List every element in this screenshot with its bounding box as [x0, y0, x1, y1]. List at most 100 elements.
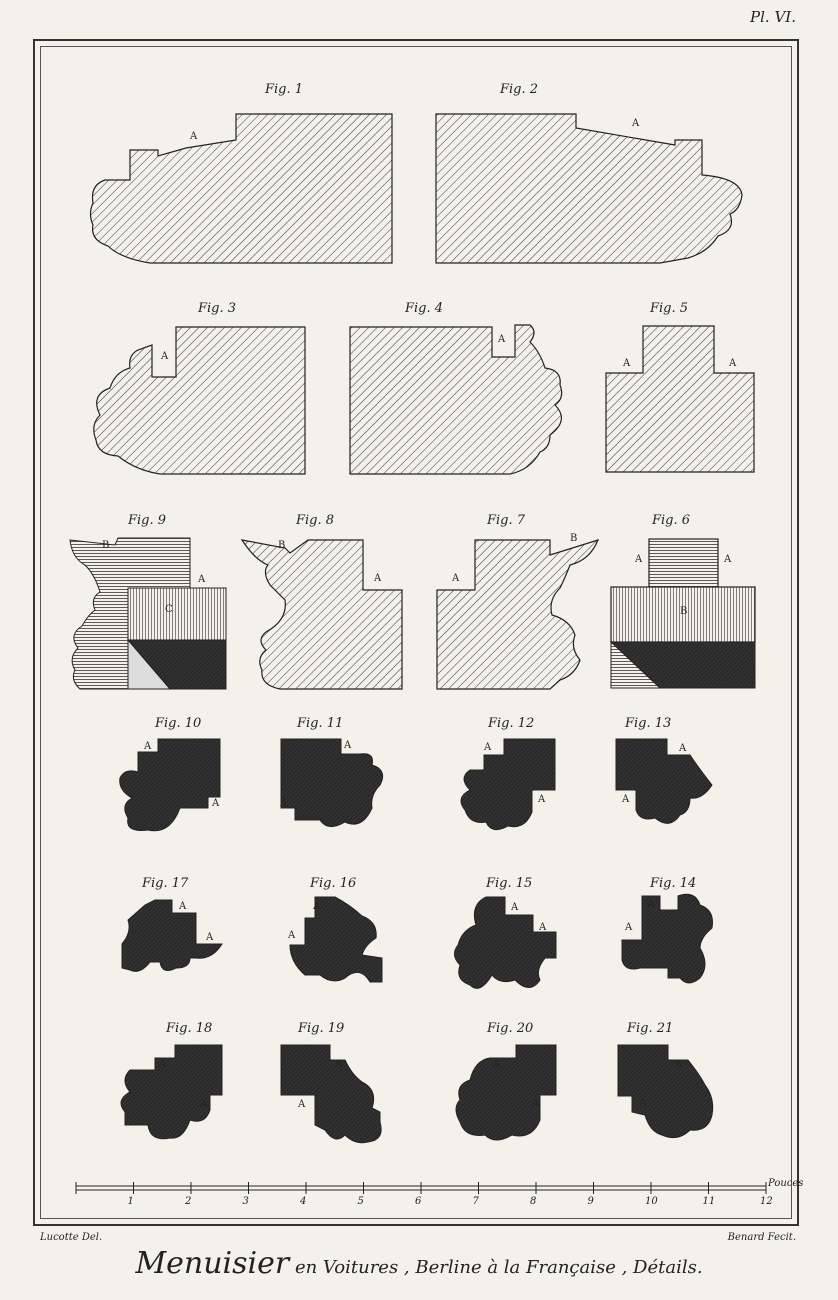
fig-10: Fig. 10 A A — [119, 716, 221, 832]
scale-bar: 1 2 3 4 5 6 7 8 9 10 11 12 Pouces — [75, 1178, 803, 1207]
fig-4: Fig. 4 A — [349, 301, 563, 475]
fig-17: Fig. 17 A A — [121, 876, 223, 972]
scale-tick-label: 12 — [760, 1196, 773, 1207]
fig-3-section — [93, 326, 306, 475]
fig-6-letter-a-left: A — [634, 554, 643, 565]
fig-16-label: Fig. 16 — [309, 876, 356, 891]
fig-9-panel-c — [127, 587, 227, 641]
plate-title-main: Menuisier — [135, 1246, 290, 1281]
fig-12-letter-a-bottom: A — [537, 794, 546, 805]
fig-19-letter-a-top: A — [334, 1059, 343, 1070]
scale-tick-label: 2 — [184, 1196, 191, 1207]
fig-7-section — [436, 539, 600, 690]
fig-7-label: Fig. 7 — [486, 513, 526, 528]
scale-tick-label: 10 — [645, 1196, 658, 1207]
plate-frame — [33, 39, 799, 1226]
scale-tick-label: 11 — [703, 1196, 716, 1207]
fig-1: Fig. 1 A — [89, 82, 393, 264]
fig-17-section — [121, 899, 223, 972]
fig-20-letter-a-top: A — [492, 1059, 501, 1070]
fig-15-letter-a-right: A — [538, 922, 547, 933]
scale-tick-label: 7 — [473, 1196, 480, 1207]
fig-15-section — [454, 896, 557, 989]
fig-15-letter-a-top: A — [510, 902, 519, 913]
fig-18-letter-a-top: A — [158, 1059, 167, 1070]
fig-3-letter-a: A — [160, 351, 169, 362]
fig-14-letter-a-top: A — [646, 899, 655, 910]
fig-11-section — [280, 738, 384, 827]
plate-title-rest: en Voitures , Berline à la Française , D… — [294, 1257, 703, 1278]
fig-3-label: Fig. 3 — [197, 301, 236, 316]
fig-10-letter-a-top: A — [143, 741, 152, 752]
fig-1-letter-a: A — [189, 131, 198, 142]
fig-8-letter-a: A — [373, 573, 382, 584]
fig-14-section — [621, 893, 713, 984]
fig-21-letter-a-bottom: A — [638, 1098, 647, 1109]
fig-3: Fig. 3 A — [93, 301, 306, 475]
fig-6-light-corner — [610, 640, 662, 689]
fig-9-letter-b: B — [102, 540, 109, 551]
fig-19-label: Fig. 19 — [297, 1021, 344, 1036]
fig-14-label: Fig. 14 — [649, 876, 696, 891]
fig-6-letter-b: B — [680, 606, 687, 617]
fig-8-letter-b: B — [278, 540, 285, 551]
scale-unit-label: Pouces — [767, 1178, 803, 1189]
plate-number: Pl. VI. — [750, 8, 796, 26]
fig-4-label: Fig. 4 — [404, 301, 443, 316]
fig-8: Fig. 8 B A — [240, 513, 403, 690]
fig-18-letter-a-bottom: A — [199, 1099, 208, 1110]
fig-17-letter-a-top: A — [178, 901, 187, 912]
fig-17-label: Fig. 17 — [141, 876, 189, 891]
fig-4-section — [349, 324, 563, 475]
credit-engraver: Benard Fecit. — [727, 1232, 796, 1243]
fig-9-letter-c: C — [165, 604, 173, 615]
fig-20-label: Fig. 20 — [486, 1021, 533, 1036]
fig-13-section — [615, 738, 713, 824]
fig-17-letter-a-right: A — [205, 932, 214, 943]
fig-1-section — [89, 113, 393, 264]
fig-5-letter-a-left: A — [622, 358, 631, 369]
fig-21-letter-a-top: A — [674, 1059, 683, 1070]
fig-15: Fig. 15 A A — [454, 876, 557, 989]
fig-12-section — [460, 738, 556, 831]
fig-18: Fig. 18 A A — [120, 1021, 223, 1140]
fig-6-panel-b — [610, 586, 756, 643]
fig-6: Fig. 6 A A B — [609, 513, 756, 689]
fig-9-light-corner — [127, 638, 172, 690]
fig-14-letter-a-left: A — [624, 922, 633, 933]
fig-21: Fig. 21 A A — [617, 1021, 714, 1139]
fig-2-letter-a: A — [631, 118, 640, 129]
fig-10-section — [119, 738, 221, 832]
fig-21-section — [617, 1044, 714, 1139]
fig-11-label: Fig. 11 — [296, 716, 343, 731]
credit-draughtsman: Lucotte Del. — [40, 1232, 103, 1243]
fig-6-letter-a-right: A — [723, 554, 732, 565]
fig-19: Fig. 19 A A — [280, 1021, 382, 1144]
fig-14: Fig. 14 A A — [621, 876, 713, 984]
fig-2-section — [435, 113, 743, 264]
fig-11-letter-a-bottom: A — [279, 798, 288, 809]
fig-12: Fig. 12 A A — [460, 716, 556, 831]
fig-20-section — [455, 1044, 557, 1141]
fig-15-label: Fig. 15 — [485, 876, 532, 891]
scale-tick-label: 6 — [415, 1196, 422, 1207]
fig-16-section — [289, 896, 383, 983]
fig-20: Fig. 20 A A — [455, 1021, 557, 1141]
fig-13-letter-a-bottom: A — [621, 794, 630, 805]
plate-title: Menuisier en Voitures , Berline à la Fra… — [0, 1246, 838, 1281]
fig-9: Fig. 9 B A C — [69, 513, 227, 690]
fig-9-letter-a: A — [197, 574, 206, 585]
fig-12-letter-a-top: A — [483, 742, 492, 753]
fig-9-molding — [69, 537, 191, 690]
fig-16-letter-a-top: A — [312, 901, 321, 912]
fig-12-label: Fig. 12 — [487, 716, 534, 731]
fig-7: Fig. 7 B A — [436, 513, 600, 690]
fig-5-label: Fig. 5 — [649, 301, 688, 316]
fig-19-letter-a-bottom: A — [297, 1099, 306, 1110]
fig-21-label: Fig. 21 — [626, 1021, 673, 1036]
fig-4-letter-a: A — [497, 334, 506, 345]
fig-9-label: Fig. 9 — [127, 513, 166, 528]
fig-6-top-block — [648, 538, 719, 588]
scale-tick-label: 3 — [243, 1196, 249, 1207]
fig-5: Fig. 5 A A — [605, 301, 755, 473]
